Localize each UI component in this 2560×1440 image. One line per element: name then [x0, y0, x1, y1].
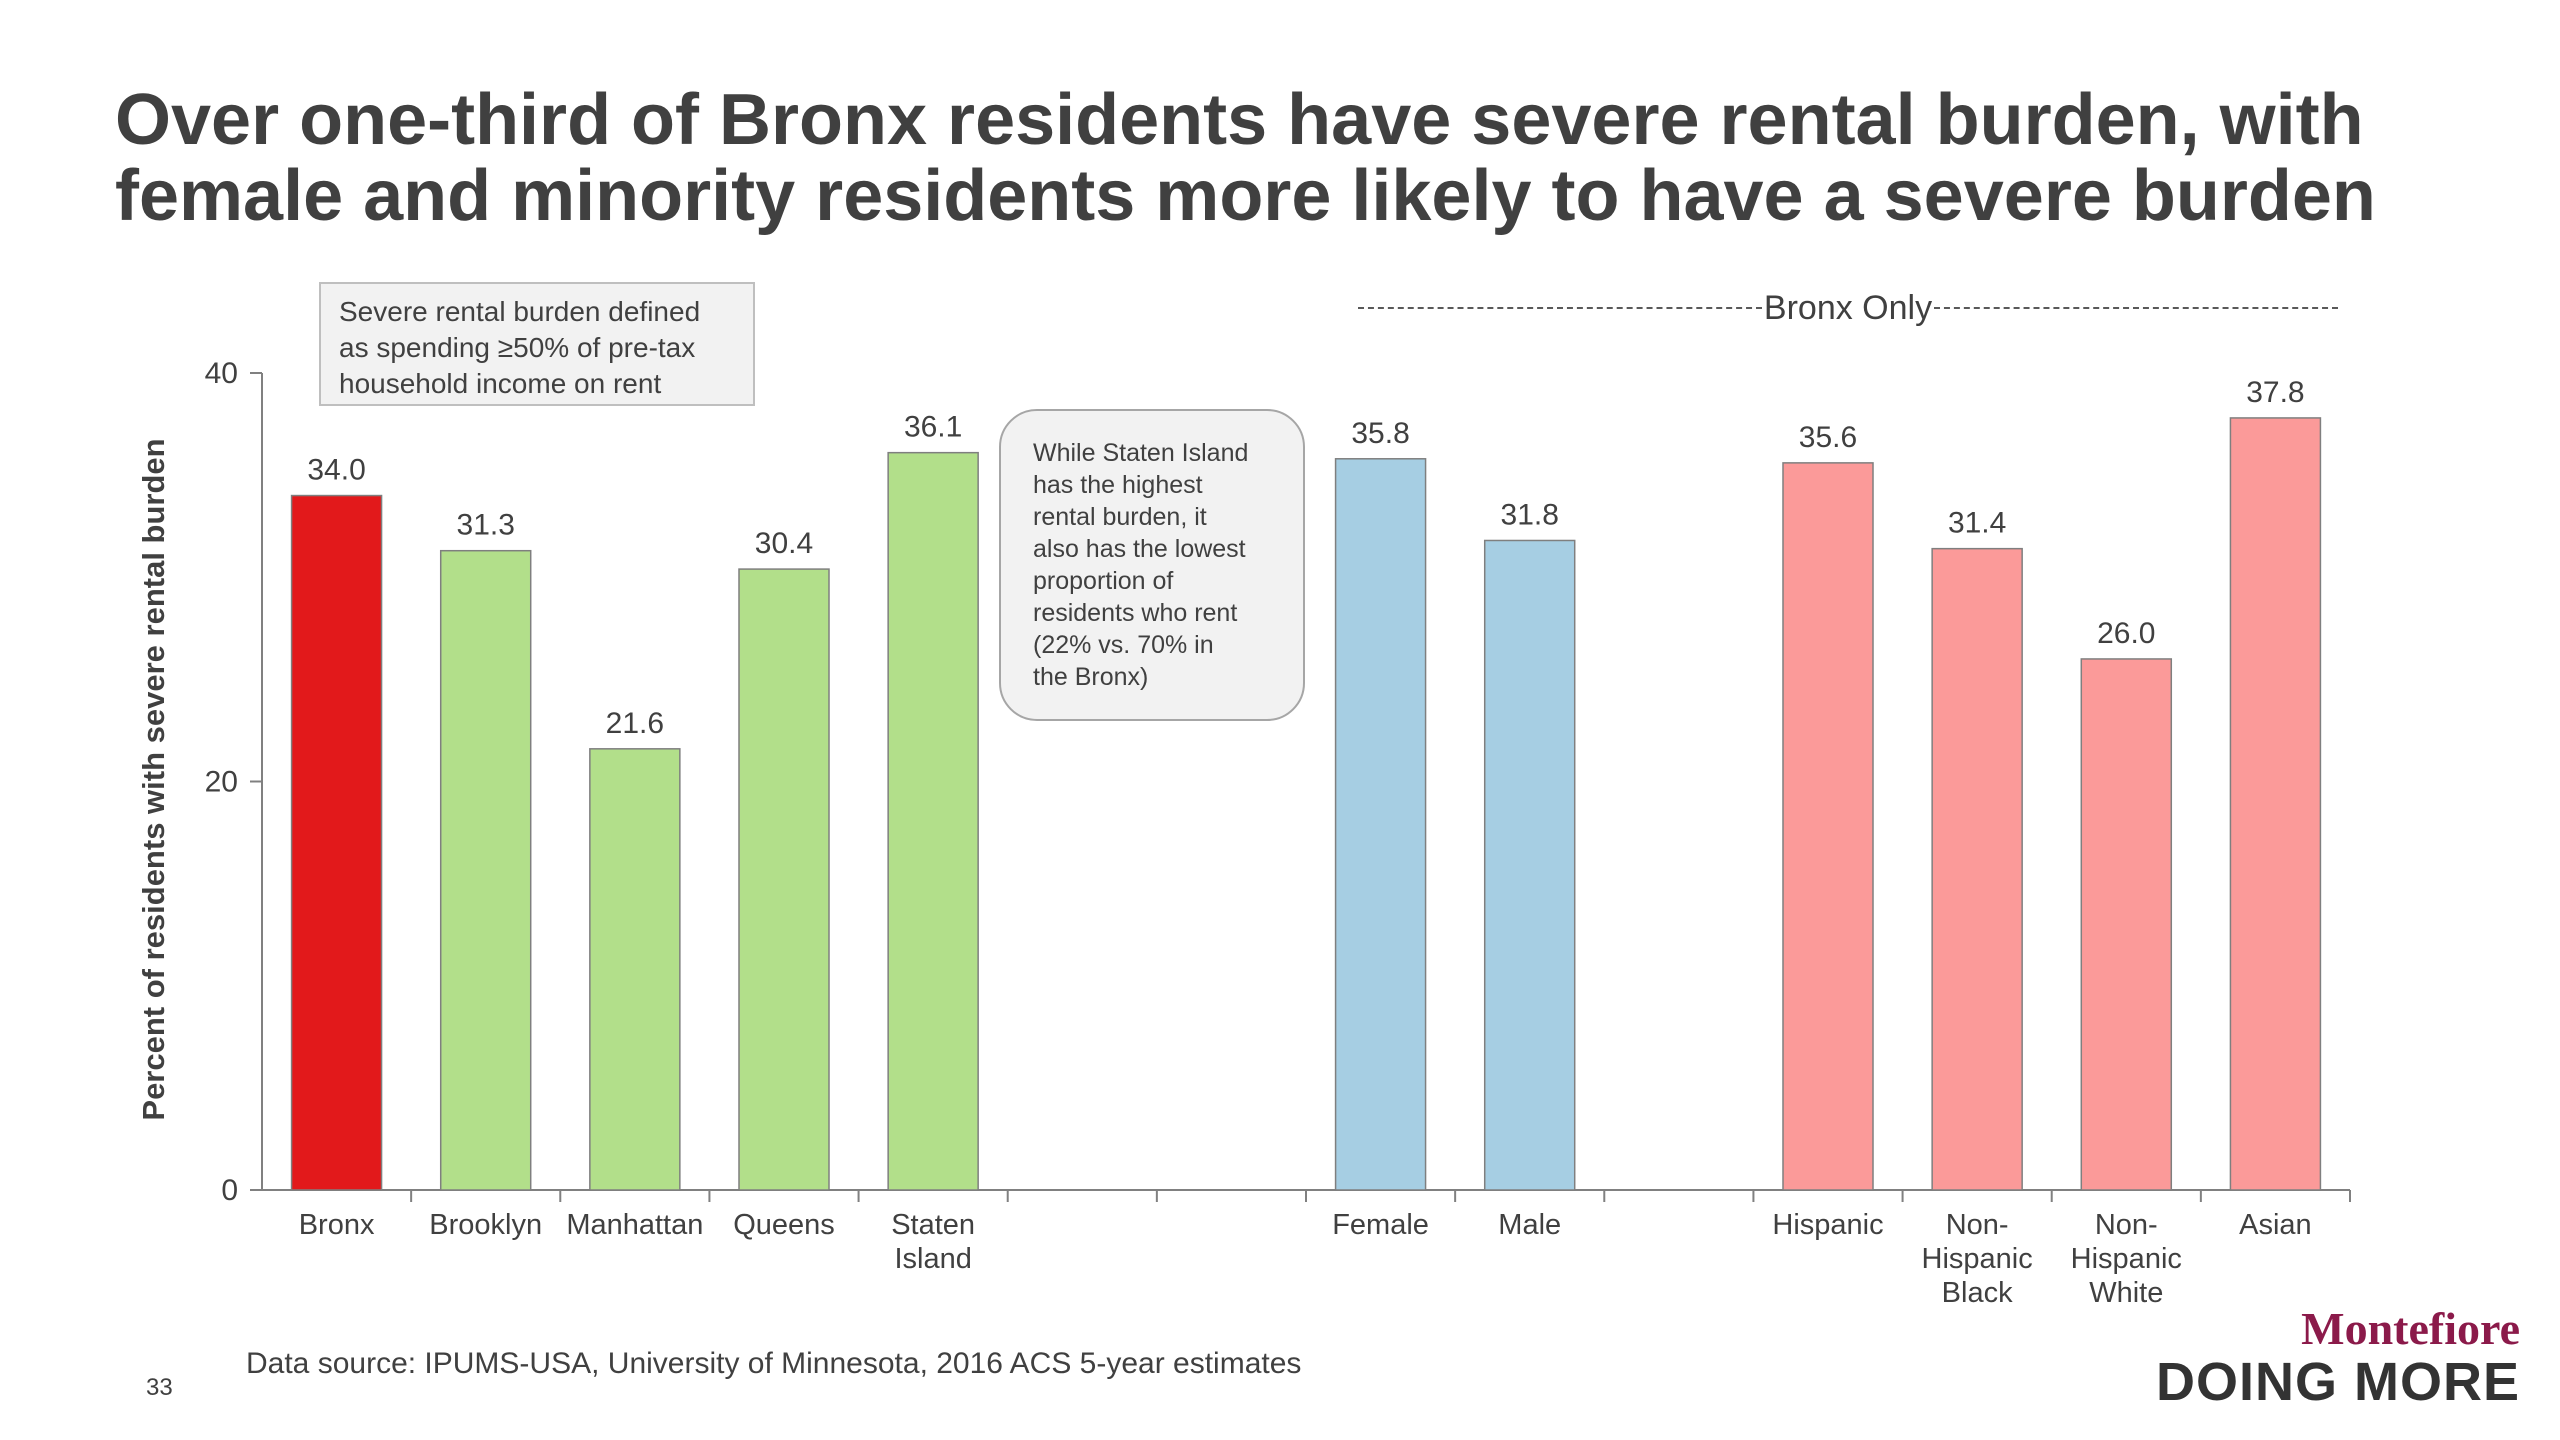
bar-value-label: 31.8 — [1501, 498, 1559, 531]
callout-line: residents who rent — [1033, 599, 1238, 627]
data-source-note: Data source: IPUMS-USA, University of Mi… — [246, 1347, 1302, 1380]
definition-line: household income on rent — [339, 368, 662, 399]
bar — [1782, 462, 1874, 1191]
bar-value-label: 35.6 — [1799, 421, 1857, 454]
x-category-label: White — [2089, 1277, 2163, 1309]
definition-note-box: Severe rental burden defined as spending… — [319, 282, 755, 406]
montefiore-logo: Montefiore DOING MORE — [2155, 1303, 2520, 1412]
x-category-label: Bronx — [299, 1209, 375, 1241]
y-tick-label: 20 — [205, 766, 238, 799]
callout-line: proportion of — [1033, 567, 1174, 595]
logo-wordmark: Montefiore — [2301, 1303, 2520, 1354]
definition-line: Severe rental burden defined — [339, 296, 701, 327]
definition-line: as spending ≥50% of pre-tax — [339, 332, 696, 363]
y-tick-label: 0 — [221, 1174, 238, 1207]
title-line-2: female and minority residents more likel… — [115, 156, 2376, 236]
bar-value-label: 35.8 — [1351, 417, 1409, 450]
x-category-label: Black — [1942, 1277, 2013, 1309]
bar-value-label: 30.4 — [755, 527, 813, 560]
callout-line: (22% vs. 70% in — [1033, 631, 1214, 659]
staten-island-callout: While Staten Island has the highest rent… — [999, 409, 1305, 721]
bar — [887, 451, 979, 1191]
bronx-only-header: Bronx Only — [1358, 288, 2338, 328]
bar — [439, 549, 532, 1191]
bar — [1931, 547, 2023, 1191]
bar — [1334, 458, 1427, 1191]
x-category-label: Hispanic — [1922, 1243, 2033, 1275]
bronx-only-label: Bronx Only — [1763, 288, 1933, 327]
callout-line: rental burden, it — [1033, 503, 1207, 531]
x-category-label: Hispanic — [2071, 1243, 2182, 1275]
logo-tagline: DOING MORE — [2155, 1352, 2520, 1412]
page-number: 33 — [146, 1374, 173, 1401]
y-tick-label: 40 — [205, 357, 238, 390]
x-category-label: Staten — [891, 1209, 975, 1241]
bar-value-label: 36.1 — [904, 411, 962, 444]
bar — [1483, 539, 1576, 1191]
slide-title: Over one-third of Bronx residents have s… — [115, 82, 2515, 234]
bar — [2229, 417, 2322, 1191]
bronx-only-dash-right — [1934, 307, 2338, 309]
x-category-label: Island — [894, 1243, 971, 1275]
callout-line: has the highest — [1033, 471, 1203, 499]
bar-value-label: 34.0 — [307, 454, 365, 487]
callout-line: also has the lowest — [1033, 535, 1246, 563]
bar — [2080, 658, 2173, 1191]
y-axis-title: Percent of residents with severe rental … — [136, 438, 171, 1120]
x-category-label: Hispanic — [1772, 1209, 1883, 1241]
x-category-label: Non- — [1946, 1209, 2009, 1241]
bar-value-label: 31.4 — [1948, 507, 2006, 540]
x-category-label: Brooklyn — [429, 1209, 542, 1241]
x-category-label: Asian — [2239, 1209, 2312, 1241]
callout-line: While Staten Island — [1033, 439, 1249, 467]
x-category-label: Non- — [2095, 1209, 2158, 1241]
bar-value-label: 37.8 — [2246, 376, 2304, 409]
x-category-label: Female — [1332, 1209, 1429, 1241]
bronx-only-dash-left — [1358, 307, 1762, 309]
bar — [290, 494, 383, 1191]
bar-value-label: 31.3 — [457, 509, 515, 542]
x-category-label: Manhattan — [566, 1209, 703, 1241]
bar-value-label: 21.6 — [606, 707, 664, 740]
bar — [589, 748, 681, 1191]
title-line-1: Over one-third of Bronx residents have s… — [115, 80, 2364, 160]
bar-value-label: 26.0 — [2097, 617, 2155, 650]
x-category-label: Queens — [733, 1209, 835, 1241]
callout-line: the Bronx) — [1033, 663, 1149, 691]
x-category-label: Male — [1498, 1209, 1561, 1241]
bar — [738, 568, 830, 1191]
